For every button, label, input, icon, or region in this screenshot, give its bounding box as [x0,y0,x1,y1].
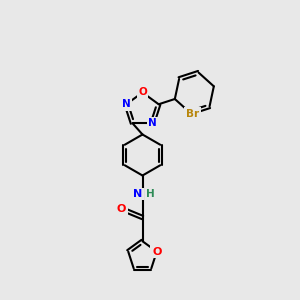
Text: Br: Br [186,109,199,119]
Text: O: O [152,247,161,256]
Text: O: O [117,204,126,214]
Text: N: N [148,118,157,128]
Text: O: O [138,88,147,98]
Text: N: N [122,99,131,109]
Text: H: H [146,189,154,199]
Text: N: N [134,189,142,199]
